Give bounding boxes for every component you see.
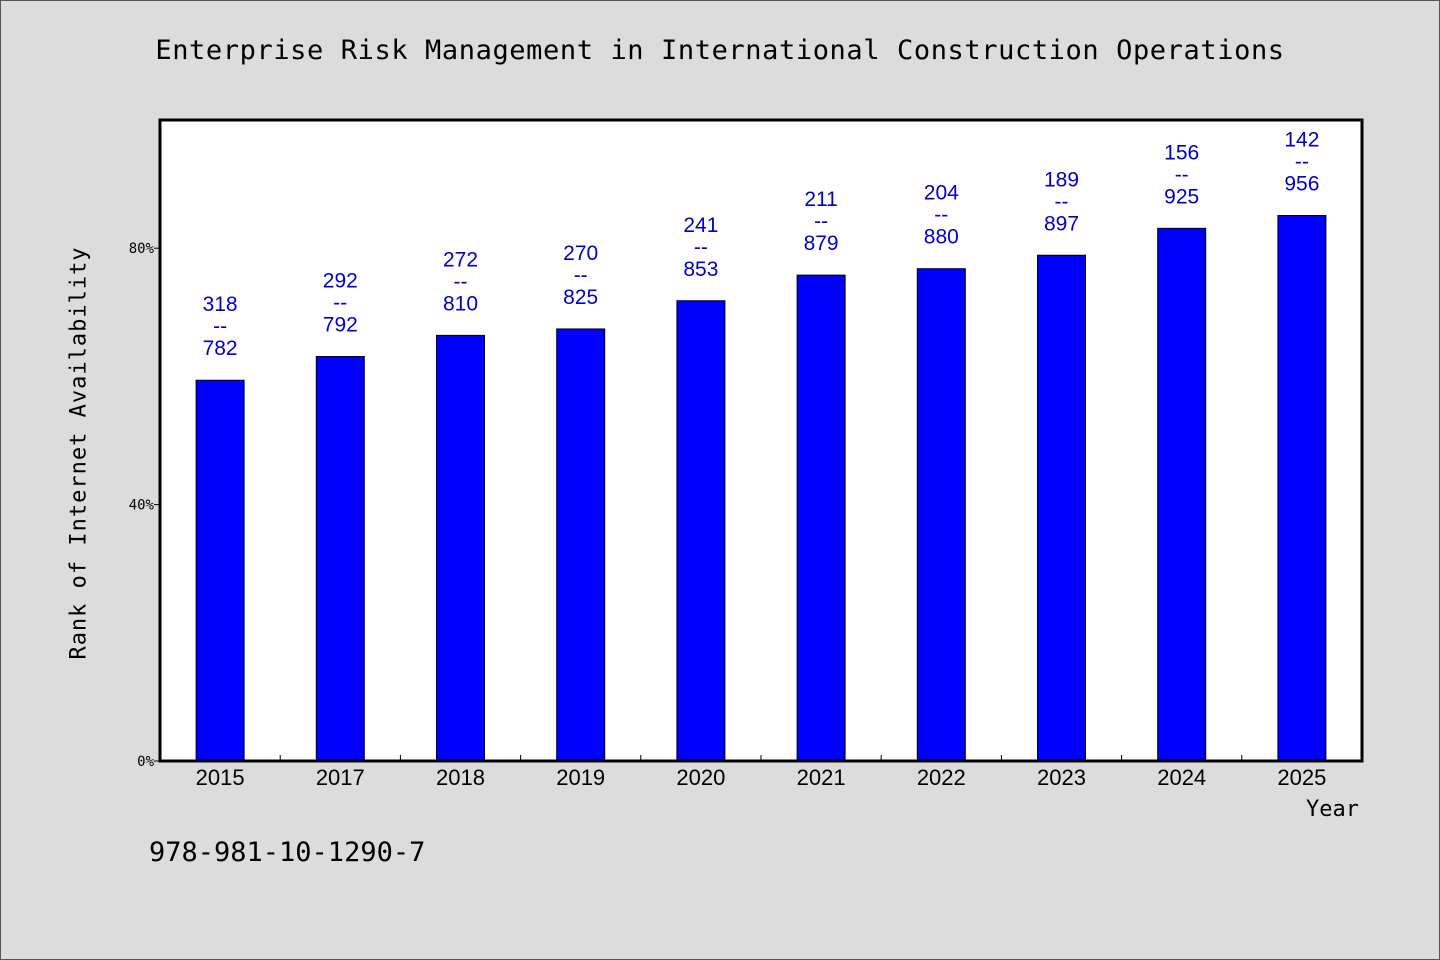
- y-axis-label: Rank of Internet Availability: [66, 246, 92, 660]
- data-label-separator: --: [454, 270, 468, 293]
- x-tick-label: 2021: [797, 765, 846, 790]
- data-label-top: 211: [804, 188, 837, 211]
- x-tick-label: 2022: [917, 765, 966, 790]
- x-tick-label: 2019: [556, 765, 605, 790]
- footer-code: 978-981-10-1290-7: [149, 837, 426, 868]
- data-label-top: 204: [924, 182, 959, 205]
- data-label-separator: --: [213, 315, 227, 338]
- data-label-top: 189: [1044, 168, 1079, 191]
- data-label-bottom: 853: [683, 258, 718, 281]
- data-label-top: 241: [683, 214, 718, 237]
- y-tick-label: 0%: [137, 754, 154, 770]
- data-label-top: 318: [203, 293, 238, 316]
- x-tick-label: 2017: [316, 765, 365, 790]
- bar-2017: [315, 356, 365, 762]
- data-label-separator: --: [694, 236, 708, 259]
- data-label-top: 292: [323, 270, 358, 293]
- data-label-top: 270: [563, 242, 598, 265]
- bar-2021: [796, 274, 846, 762]
- x-tick-label: 2024: [1157, 765, 1206, 790]
- data-label-top: 156: [1164, 141, 1199, 164]
- bar-2019: [556, 328, 606, 762]
- data-label-bottom: 880: [924, 226, 959, 249]
- y-tick-label: 40%: [129, 498, 155, 514]
- x-tick-label: 2015: [196, 765, 245, 790]
- chart-title: Enterprise Risk Management in Internatio…: [155, 35, 1285, 66]
- data-label-separator: --: [934, 204, 948, 227]
- bar-2015: [195, 379, 245, 762]
- x-tick-label: 2018: [436, 765, 485, 790]
- x-tick-label: 2023: [1037, 765, 1086, 790]
- data-label-separator: --: [574, 264, 588, 287]
- data-label-separator: --: [1175, 163, 1189, 186]
- bar-2018: [436, 334, 485, 762]
- data-label-top: 272: [443, 248, 478, 271]
- data-label-separator: --: [333, 292, 347, 315]
- y-tick-label: 80%: [129, 241, 155, 257]
- data-label-bottom: 782: [203, 337, 238, 360]
- x-tick-label: 2020: [676, 765, 725, 790]
- data-label-bottom: 792: [323, 314, 358, 337]
- bar-2020: [676, 300, 726, 762]
- data-label-separator: --: [1055, 190, 1069, 213]
- x-axis-label: Year: [1306, 797, 1359, 822]
- data-label-bottom: 810: [443, 292, 478, 315]
- x-tick-label: 2025: [1277, 765, 1326, 790]
- bar-2023: [1037, 254, 1086, 762]
- data-label-bottom: 956: [1284, 173, 1319, 196]
- bar-2024: [1157, 227, 1207, 762]
- bar-2022: [916, 268, 966, 762]
- bar-2025: [1277, 215, 1327, 762]
- data-label-bottom: 879: [804, 232, 839, 255]
- data-label-bottom: 897: [1044, 212, 1079, 235]
- data-label-bottom: 825: [563, 286, 598, 309]
- data-label-separator: --: [1295, 151, 1309, 174]
- data-label-bottom: 925: [1164, 185, 1199, 208]
- data-label-separator: --: [814, 210, 828, 233]
- data-label-top: 142: [1284, 129, 1319, 152]
